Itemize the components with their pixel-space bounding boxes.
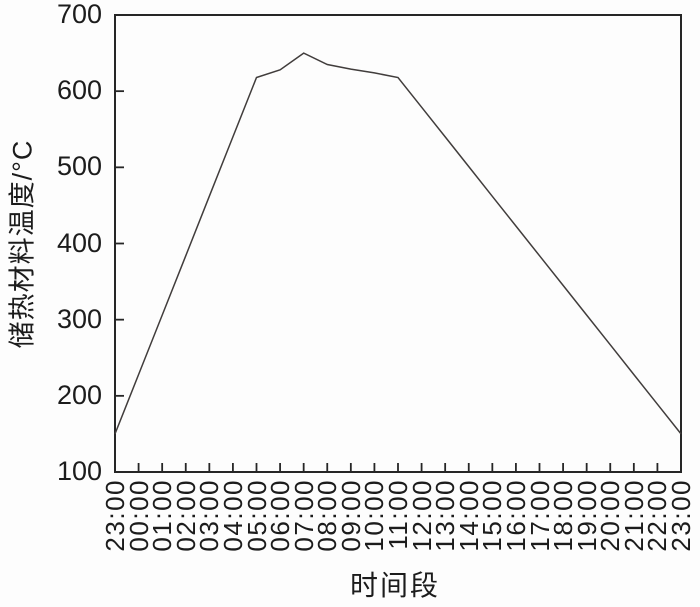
x-axis-ticks bbox=[114, 463, 682, 472]
temperature-line bbox=[114, 52, 682, 435]
axes-frame bbox=[114, 14, 682, 473]
y-axis-title: 储热材料温度/°C bbox=[7, 139, 38, 349]
y-tick-label: 300 bbox=[56, 303, 102, 334]
y-tick-label: 700 bbox=[56, 0, 102, 29]
y-tick-label: 400 bbox=[56, 227, 102, 258]
y-axis-ticks bbox=[115, 14, 124, 473]
y-tick-label: 500 bbox=[56, 151, 102, 182]
y-tick-label: 600 bbox=[56, 75, 102, 106]
y-tick-label: 100 bbox=[56, 455, 102, 486]
x-tick-label: 23:00 bbox=[666, 479, 696, 552]
y-tick-label: 200 bbox=[56, 379, 102, 410]
x-axis-title: 时间段 bbox=[349, 570, 441, 601]
